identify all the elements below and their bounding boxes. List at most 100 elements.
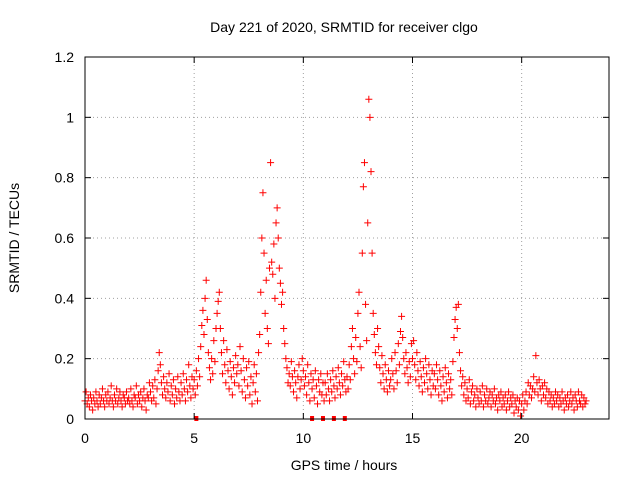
data-point [463,385,471,393]
data-point [433,361,441,369]
y-tick-label: 0.8 [55,170,75,186]
data-point [377,379,385,387]
data-point [398,312,406,320]
data-point [86,391,94,399]
data-point [537,397,545,405]
data-point [125,394,133,402]
data-point [570,406,578,414]
data-point [437,382,445,390]
data-point [496,397,504,405]
data-point [89,406,97,414]
data-point [131,394,139,402]
data-point [161,385,169,393]
data-point [244,382,252,390]
data-point [241,394,249,402]
data-point [435,391,443,399]
data-point [229,364,237,372]
data-point [501,391,509,399]
data-point [150,394,158,402]
data-point [167,382,175,390]
data-point [199,306,207,314]
plot-frame [84,56,610,420]
data-point [368,249,376,257]
data-point [185,361,193,369]
data-point [228,391,236,399]
data-point [189,385,197,393]
data-point [347,343,355,351]
data-point [430,370,438,378]
data-point [191,391,199,399]
data-point [252,370,260,378]
data-point [461,379,469,387]
data-point [317,370,325,378]
data-point [399,334,407,342]
y-tick-label: 0.2 [55,351,75,367]
data-point [439,373,447,381]
data-point [213,309,221,317]
x-tick-label: 15 [405,430,421,446]
data-point [312,382,320,390]
data-point [380,385,388,393]
data-point [222,379,230,387]
data-point [449,358,457,366]
data-point [183,376,191,384]
data-point [427,391,435,399]
data-point [353,358,361,366]
data-point [272,219,280,227]
data-point [196,373,204,381]
data-point [197,343,205,351]
data-point [329,367,337,375]
data-point [195,355,203,363]
data-point [203,315,211,323]
data-point [546,397,554,405]
data-point [257,288,265,296]
data-point [403,364,411,372]
data-point [379,370,387,378]
data-point [465,376,473,384]
data-point [323,370,331,378]
data-point [491,400,499,408]
data-point [571,391,579,399]
data-point [431,385,439,393]
x-tick-label: 10 [296,430,312,446]
data-point [391,349,399,357]
data-point [390,385,398,393]
data-point [330,382,338,390]
data-point [307,370,315,378]
data-point [553,397,561,405]
data-point [156,361,164,369]
data-point [376,364,384,372]
data-point [478,382,486,390]
data-point [245,358,253,366]
data-point [306,397,314,405]
data-point [381,361,389,369]
data-point [310,394,318,402]
data-point [519,391,527,399]
data-point [582,397,590,405]
data-point [173,394,181,402]
data-point [455,349,463,357]
axes: 0 0.2 0.4 0.6 0.8 1 1.2 0 5 10 15 20 [55,49,609,446]
data-point [322,391,330,399]
data-point [467,388,475,396]
data-point [378,352,386,360]
y-tick-label: 1 [66,109,74,125]
data-point [129,403,137,411]
data-point [346,376,354,384]
data-point [208,355,216,363]
data-point [179,370,187,378]
data-point [447,376,455,384]
data-point [152,400,160,408]
data-point [438,397,446,405]
data-point [523,400,531,408]
data-point [159,391,167,399]
data-point [473,385,481,393]
data-point [426,376,434,384]
data-point [227,373,235,381]
data-point [530,373,538,381]
data-point [90,394,98,402]
data-point [298,355,306,363]
data-point [339,382,347,390]
data-point [204,349,212,357]
data-point [474,394,482,402]
